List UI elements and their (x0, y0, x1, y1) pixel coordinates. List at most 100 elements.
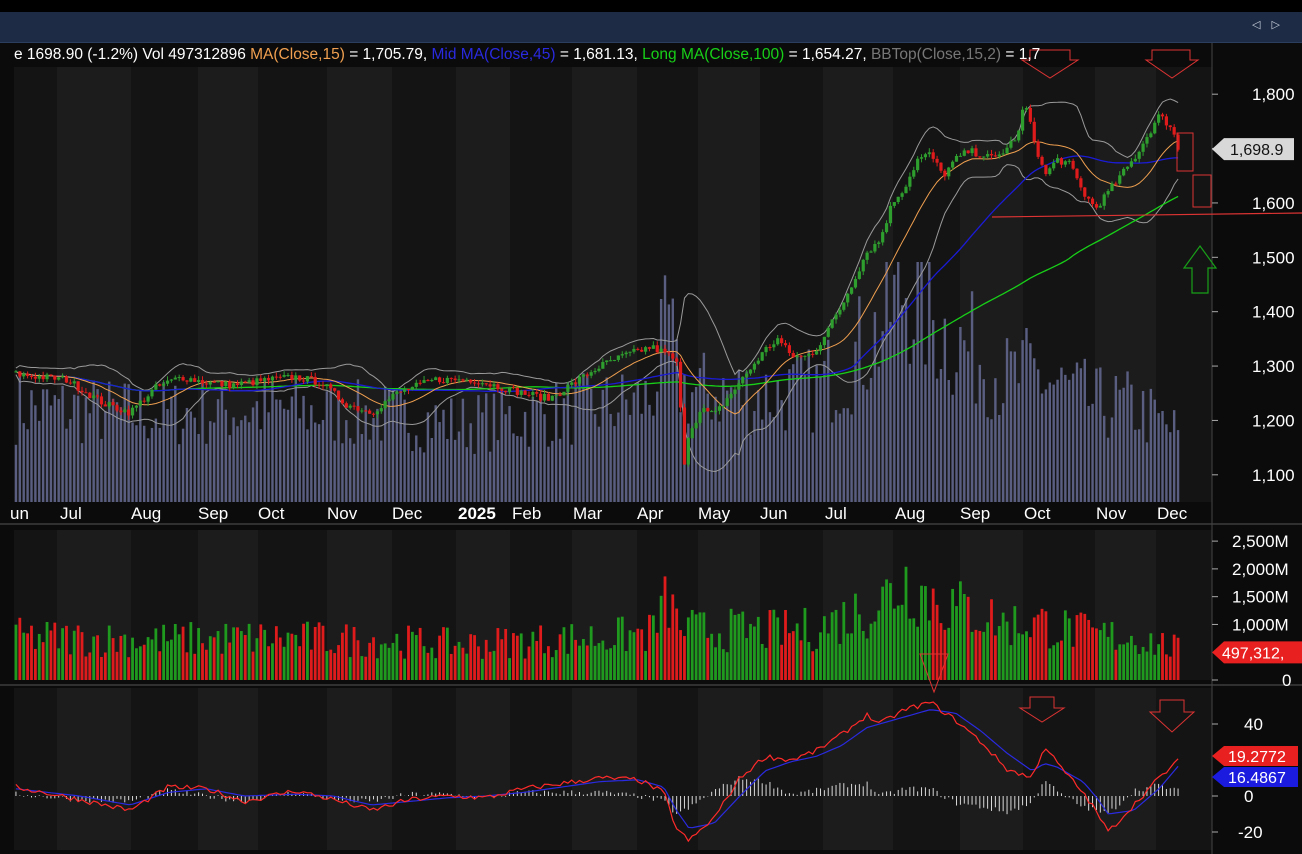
ma-long-line (15, 195, 1179, 392)
price-pane-volume-bar (209, 421, 212, 502)
support-line (991, 212, 1302, 218)
legend-ma-mid: Mid MA(Close,45) (431, 46, 556, 63)
candle-body (1009, 140, 1013, 148)
annotation-down-arrow (1018, 696, 1066, 723)
candle-body (92, 395, 96, 399)
price-pane-volume-bar (726, 390, 729, 502)
candle-body (453, 378, 457, 381)
candle-body (1106, 191, 1110, 195)
candle-body (1110, 183, 1114, 192)
candle-body (282, 375, 286, 377)
candle-body (403, 388, 407, 392)
volume-bar (834, 609, 838, 680)
month-band (327, 688, 392, 850)
candle-body (162, 383, 166, 386)
volume-bar (741, 611, 745, 680)
candle-body (686, 438, 690, 465)
candle-body (134, 405, 139, 408)
price-pane-volume-bar (749, 434, 752, 502)
volume-bar (49, 630, 53, 680)
candle-body (476, 383, 481, 385)
volume-bar (815, 648, 818, 680)
candle-body (814, 351, 819, 355)
volume-bar (484, 639, 488, 680)
price-pane-volume-bar (924, 364, 927, 502)
price-pane-volume-bar (166, 408, 169, 502)
price-pane-volume-bar (302, 395, 305, 502)
volume-bar (282, 646, 286, 680)
candle-body (301, 380, 306, 382)
volume-bar (1106, 636, 1110, 680)
price-pane-volume-bar (1040, 393, 1044, 502)
candle-body (970, 148, 974, 154)
price-pane-volume-bar (893, 274, 896, 502)
candle-body (208, 381, 212, 385)
volume-bar (53, 622, 57, 680)
price-pane-volume-bar (986, 417, 989, 502)
price-pane-volume-bar (154, 418, 158, 502)
price-pane-volume-bar (1130, 384, 1133, 502)
price-pane-volume-bar (430, 437, 434, 502)
candle-body (1005, 147, 1009, 154)
volume-bar (772, 609, 776, 680)
price-pane-volume-bar (566, 382, 570, 502)
price-pane-volume-bar (873, 312, 877, 502)
volume-bar (904, 566, 908, 680)
volume-bar (1083, 613, 1087, 680)
volume-bar (997, 626, 1001, 680)
price-pane-volume-bar (461, 398, 465, 502)
price-pane-volume-bar (403, 399, 406, 502)
volume-bar (403, 658, 407, 680)
price-pane-volume-bar (488, 451, 492, 502)
candle-body (772, 344, 776, 348)
volume-bar (881, 586, 885, 680)
volume-bar (508, 658, 511, 680)
volume-bar (865, 638, 869, 680)
macd-value-tag (1212, 746, 1298, 766)
price-pane-volume-bar (139, 390, 142, 502)
price-pane-volume-bar (306, 429, 309, 502)
candle-body (780, 338, 784, 344)
candle-body (399, 391, 403, 393)
price-pane-volume-bar (966, 351, 970, 502)
volume-bar (414, 635, 418, 680)
volume-bar (578, 645, 581, 680)
volume-bar (970, 631, 974, 680)
volume-bar (96, 635, 99, 680)
volume-bar (158, 651, 162, 680)
price-pane-volume-bar (928, 262, 931, 502)
chart-legend: e 1698.90 (-1.2%) Vol 497312896 MA(Close… (14, 44, 1208, 66)
volume-bar (916, 626, 920, 680)
volume-bar (830, 612, 834, 680)
candle-body (989, 154, 994, 156)
candle-body (760, 352, 764, 361)
candle-body (251, 380, 255, 386)
price-pane-volume-bar (543, 414, 546, 502)
price-pane-volume-bar (865, 389, 869, 502)
candle-body (702, 408, 706, 413)
price-pane-volume-bar (434, 405, 437, 502)
price-pane-volume-bar (329, 385, 332, 502)
volume-bar (1149, 633, 1153, 680)
volume-bar (811, 651, 815, 680)
volume-bar (962, 594, 966, 680)
candle-body (259, 378, 263, 381)
price-pane-volume-bar (1079, 368, 1083, 502)
legend-bbtop-value: = 1,7 (1001, 46, 1041, 63)
price-pane-volume-bar (275, 399, 278, 502)
volume-bar (1087, 619, 1091, 680)
x-axis-label: Nov (327, 504, 358, 523)
volume-bar (177, 634, 181, 680)
volume-bar (1176, 637, 1180, 680)
candle-body (1125, 166, 1130, 169)
x-axis-label: Aug (895, 504, 925, 523)
price-pane-volume-bar (143, 425, 146, 502)
candle-body (465, 379, 469, 381)
volume-bar (543, 653, 546, 680)
candle-body (492, 384, 496, 387)
candle-body (461, 379, 465, 381)
candle-body (231, 383, 236, 389)
candle-body (554, 394, 558, 396)
pane-nav-arrows[interactable]: ◁ ▷ (1252, 19, 1284, 31)
